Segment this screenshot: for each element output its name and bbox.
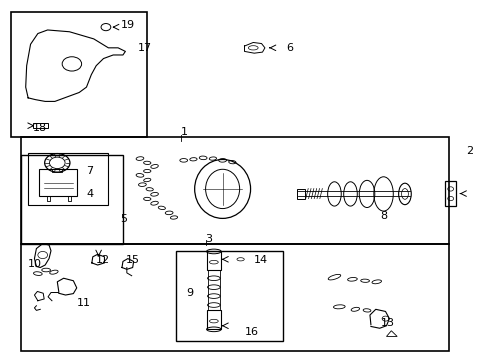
Bar [176, 251, 283, 341]
Bar [33, 123, 47, 128]
Text: 6: 6 [285, 43, 292, 53]
Bar [444, 181, 456, 206]
Text: 5: 5 [120, 214, 127, 224]
Bar [28, 153, 108, 205]
Text: 19: 19 [120, 20, 134, 30]
Text: 15: 15 [125, 255, 139, 265]
Bar [11, 12, 147, 137]
Bar [206, 310, 221, 329]
Text: 3: 3 [205, 234, 212, 244]
Text: 12: 12 [96, 255, 110, 265]
Bar [39, 169, 77, 196]
Text: 2: 2 [465, 147, 472, 157]
Text: 13: 13 [380, 318, 394, 328]
Text: 10: 10 [28, 259, 42, 269]
Bar [296, 189, 304, 199]
Text: 14: 14 [254, 255, 268, 265]
Text: 17: 17 [137, 43, 151, 53]
Text: 7: 7 [86, 166, 93, 176]
Text: 11: 11 [77, 298, 91, 308]
Text: 4: 4 [86, 189, 93, 199]
Bar [206, 251, 221, 270]
Text: 8: 8 [380, 211, 387, 221]
Bar [21, 155, 122, 244]
Text: 9: 9 [186, 288, 193, 297]
Text: 16: 16 [244, 327, 258, 337]
Text: 1: 1 [181, 127, 188, 137]
Bar [21, 244, 448, 351]
Text: 18: 18 [33, 123, 47, 133]
Bar [21, 137, 448, 244]
